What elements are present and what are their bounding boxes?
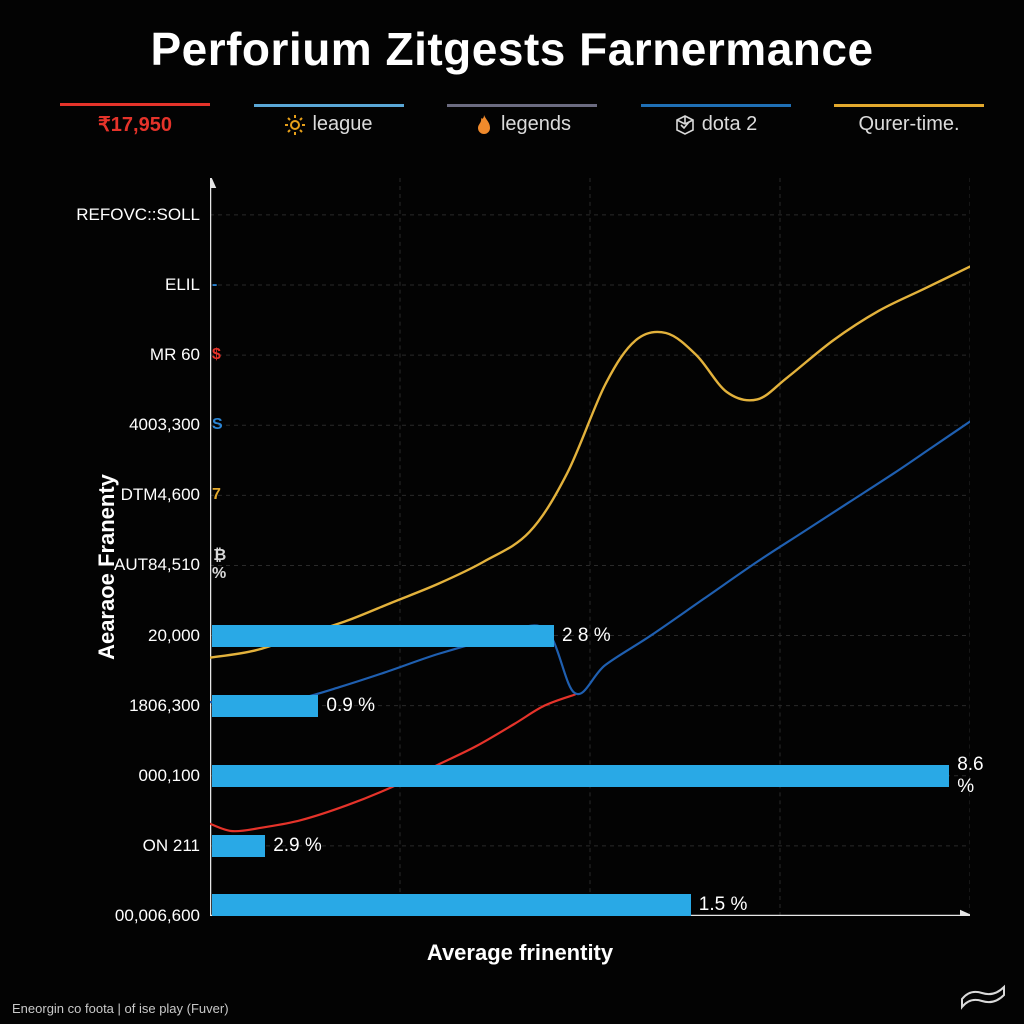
y-tick-symbol: ₿ % [212, 547, 226, 583]
y-tick-label: 4003,300 [129, 415, 200, 435]
chart-root: Perforium Zitgests Farnermance ₹17,950 le… [0, 0, 1024, 1024]
plot-area: REFOVC::SOLLELIL-MR 60$4003,300SDTM4,600… [210, 178, 970, 916]
plot-svg [210, 178, 970, 916]
chart-title: Perforium Zitgests Farnermance [0, 22, 1024, 76]
y-tick-symbol: $ [212, 346, 221, 364]
y-tick: REFOVC::SOLL [60, 205, 200, 225]
y-tick: 00,006,600 [60, 906, 200, 926]
legend-label: Qurer-time. [858, 113, 959, 136]
y-tick-label: AUT84,510 [114, 555, 200, 575]
legend-text: ₹17,950 [98, 112, 172, 137]
brand-logo [960, 983, 1006, 1016]
y-tick-symbol: - [212, 276, 217, 294]
legend-swatch [254, 104, 404, 107]
legend: ₹17,950 league legends dota 2 Qurer-time. [60, 90, 984, 150]
y-tick: MR 60$ [60, 345, 200, 365]
legend-swatch [447, 104, 597, 107]
y-tick: 20,000 [60, 626, 200, 646]
cube-icon [674, 114, 696, 136]
legend-text: legends [501, 113, 571, 136]
y-tick: ON 211 [60, 836, 200, 856]
legend-swatch [60, 103, 210, 106]
legend-swatch [641, 104, 791, 107]
y-tick-label: REFOVC::SOLL [76, 205, 200, 225]
bar [212, 835, 265, 857]
bar [212, 765, 949, 787]
legend-text: league [312, 113, 372, 136]
y-tick: AUT84,510₿ % [60, 555, 200, 575]
legend-item-1: league [254, 104, 404, 136]
y-tick-symbol: 7 [212, 486, 221, 504]
bar-value-label: 2.9 % [273, 835, 322, 857]
legend-label: legends [473, 113, 571, 136]
y-tick: DTM4,6007 [60, 485, 200, 505]
y-tick: 4003,300S [60, 415, 200, 435]
bar-value-label: 1.5 % [699, 894, 748, 916]
sun-icon [284, 114, 306, 136]
y-tick-label: 1806,300 [129, 696, 200, 716]
flame-icon [473, 114, 495, 136]
x-axis-label: Average frinentity [60, 940, 980, 966]
legend-label: league [284, 113, 372, 136]
y-tick-label: 20,000 [148, 626, 200, 646]
y-tick-label: DTM4,600 [121, 485, 200, 505]
y-tick-symbol: S [212, 416, 223, 434]
bar-value-label: 0.9 % [326, 695, 375, 717]
legend-label: ₹17,950 [98, 112, 172, 137]
y-tick: 000,100 [60, 766, 200, 786]
y-tick-label: ELIL [165, 275, 200, 295]
y-tick-label: ON 211 [143, 836, 200, 856]
y-tick-label: MR 60 [150, 345, 200, 365]
bar [212, 625, 554, 647]
legend-text: Qurer-time. [858, 113, 959, 136]
legend-item-2: legends [447, 104, 597, 136]
chart-area: Aearaoe Franenty REFOVC::SOLLELIL-MR 60$… [60, 170, 980, 964]
bar [212, 894, 691, 916]
bar [212, 695, 318, 717]
legend-swatch [834, 104, 984, 107]
y-tick: ELIL- [60, 275, 200, 295]
y-tick: 1806,300 [60, 696, 200, 716]
legend-text: dota 2 [702, 113, 758, 136]
bar-value-label: 2 8 % [562, 625, 611, 647]
y-tick-label: 00,006,600 [115, 906, 200, 926]
bar-value-label: 8.6 % [957, 754, 983, 798]
legend-item-3: dota 2 [641, 104, 791, 136]
footer-text: Eneorgin co foota | of ise play (Fuver) [12, 1001, 229, 1016]
legend-label: dota 2 [674, 113, 758, 136]
y-tick-label: 000,100 [139, 766, 200, 786]
legend-item-4: Qurer-time. [834, 104, 984, 136]
legend-item-0: ₹17,950 [60, 103, 210, 137]
